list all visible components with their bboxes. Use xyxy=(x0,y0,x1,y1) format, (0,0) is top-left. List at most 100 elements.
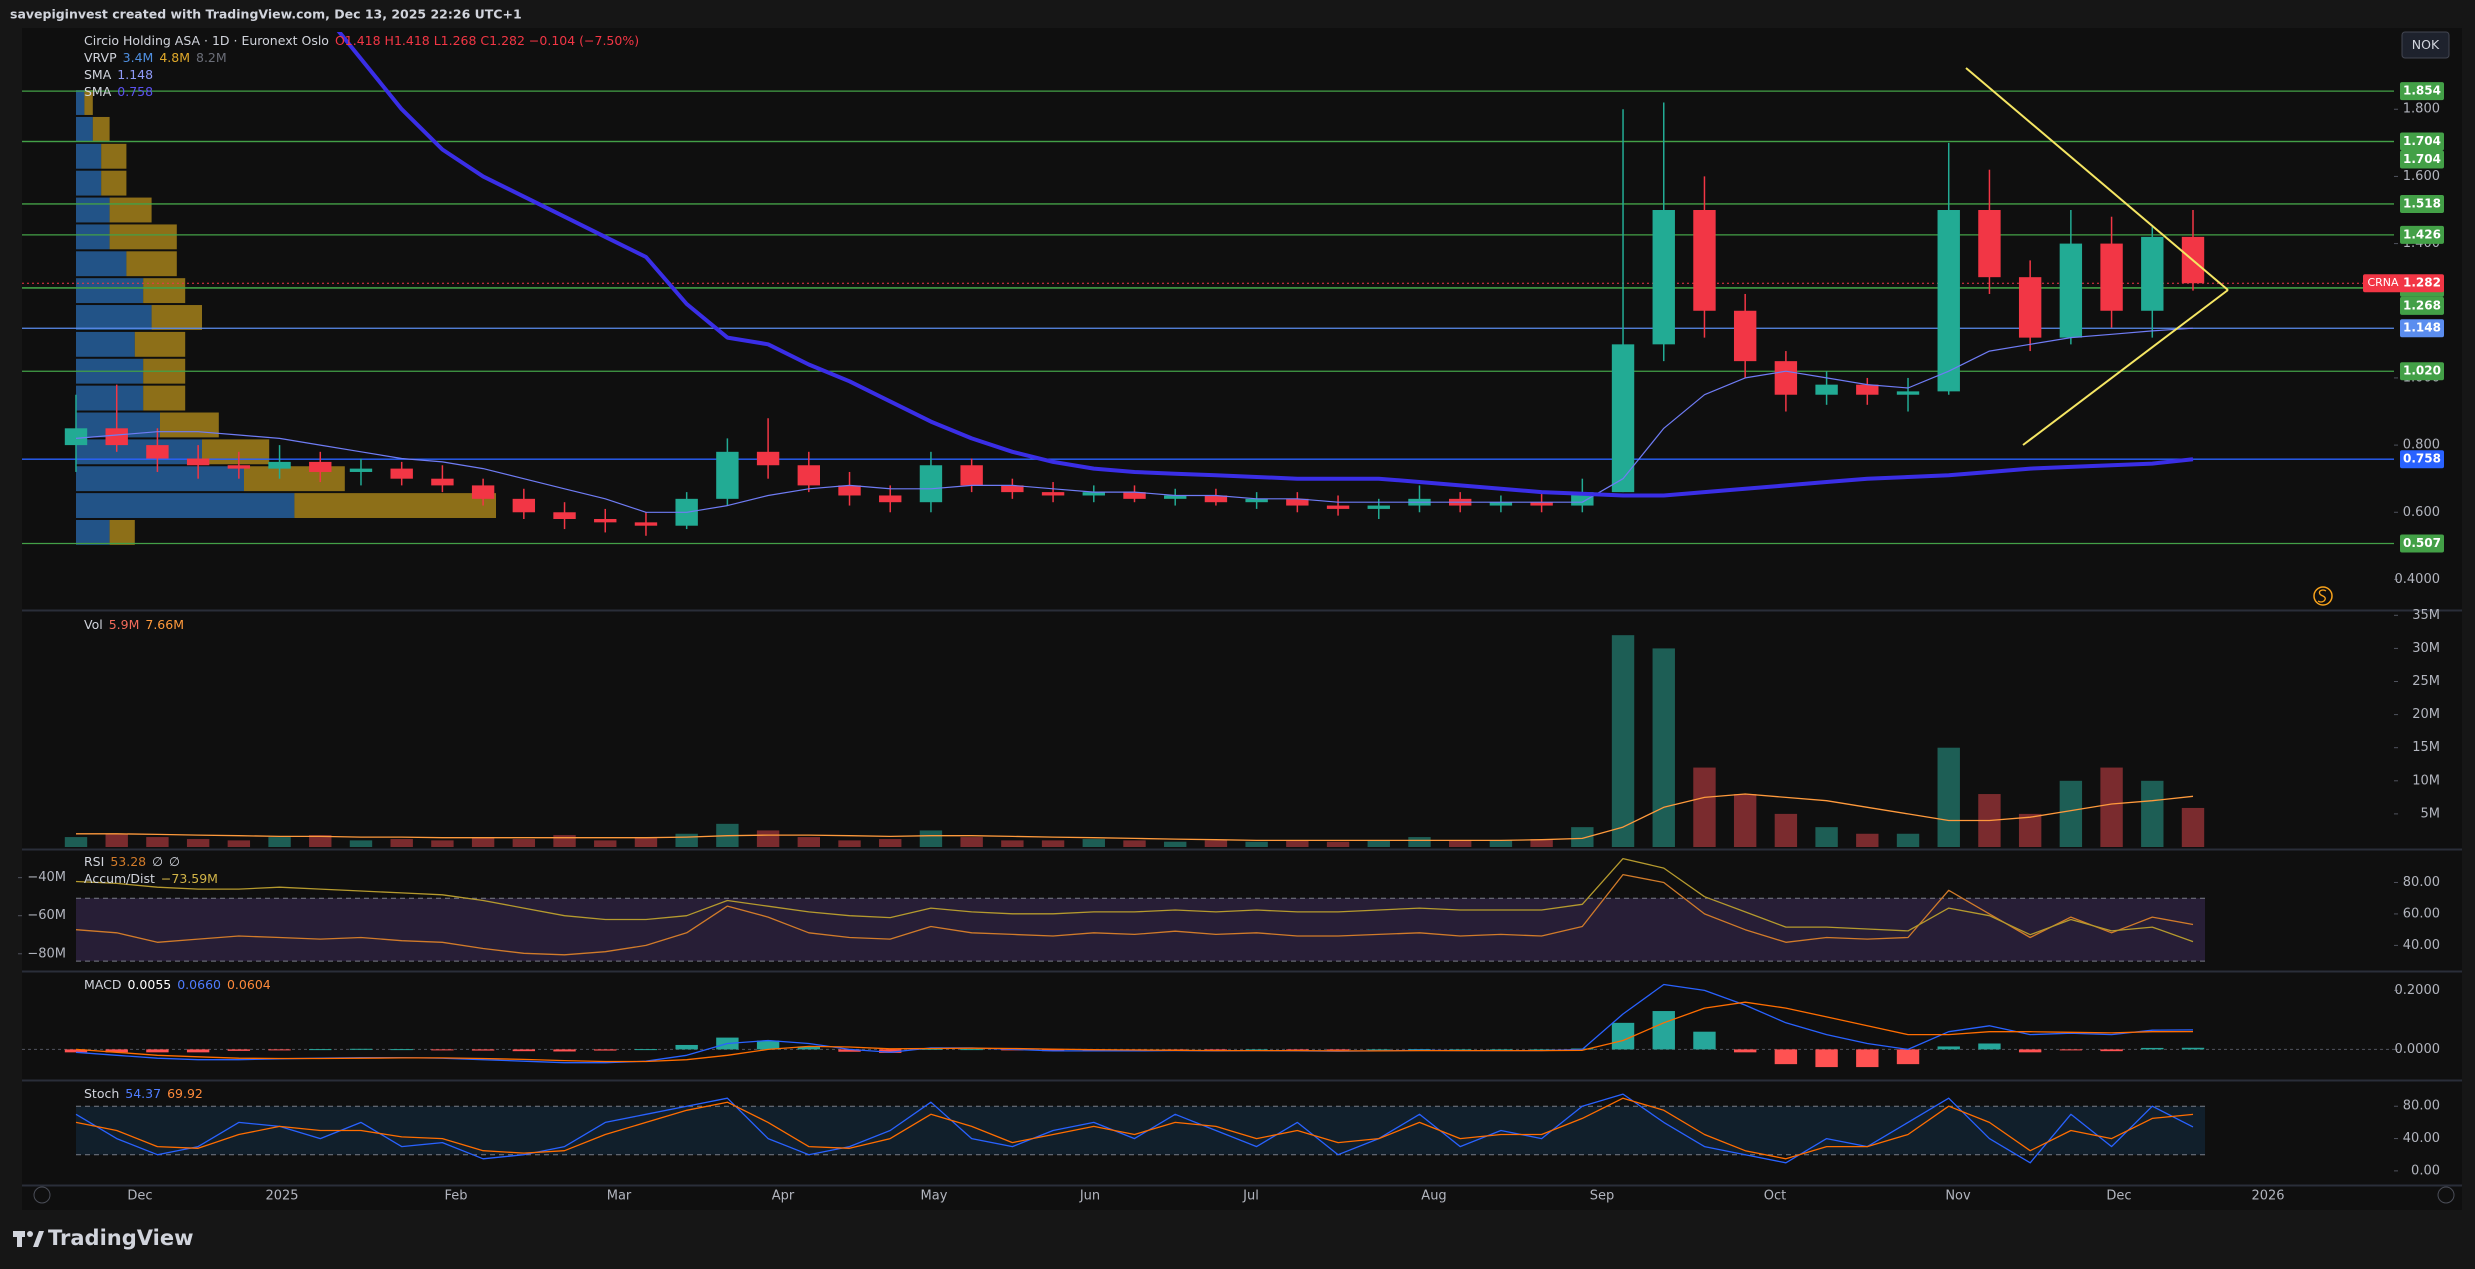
macd-histogram-bar xyxy=(2059,1049,2083,1051)
x-tick-label: May xyxy=(921,1189,948,1204)
volume-profile-up xyxy=(76,170,102,196)
symbol-title: Circio Holding ASA · 1D · Euronext Oslo xyxy=(84,33,329,48)
volume-legend: Vol 5.9M 7.66M xyxy=(84,616,190,633)
indicator-value: ∅ xyxy=(169,854,180,869)
band xyxy=(76,898,2205,962)
macd-histogram-bar xyxy=(1367,1049,1390,1051)
volume-bar xyxy=(1856,833,1879,847)
y-tick-label: −40M xyxy=(27,870,66,885)
volume-profile-down xyxy=(84,90,93,115)
zoom-icon[interactable] xyxy=(33,1186,51,1204)
volume-bar xyxy=(227,840,251,847)
candle-body xyxy=(1896,391,1920,395)
y-tick-label: 20M xyxy=(2412,707,2440,722)
candle-body xyxy=(1001,485,1024,493)
indicator-name: MACD xyxy=(84,977,122,992)
macd-histogram-bar xyxy=(2181,1047,2205,1050)
volume-profile-up xyxy=(76,116,93,142)
auto-scale-icon[interactable] xyxy=(2437,1186,2455,1204)
price-badge xyxy=(2400,450,2444,469)
price-badge-label: 0.507 xyxy=(2403,536,2441,550)
rsi-legend: RSI 53.28 ∅ ∅ Accum/Dist −73.59M xyxy=(84,853,224,887)
price-badge xyxy=(2400,150,2444,169)
macd-histogram-bar xyxy=(634,1049,658,1051)
indicator-value: 0.758 xyxy=(117,84,154,99)
volume-bar xyxy=(390,839,413,847)
brand-logo xyxy=(13,1231,44,1247)
candle-body xyxy=(227,465,251,469)
indicator-value: 5.9M xyxy=(108,617,140,632)
macd-histogram-bar xyxy=(390,1049,413,1051)
indicator-value: 0.0604 xyxy=(226,977,271,992)
indicator-value: 69.92 xyxy=(167,1086,203,1101)
price-badge xyxy=(2400,132,2444,151)
volume-profile-down xyxy=(126,251,177,277)
macd-histogram-bar xyxy=(838,1049,861,1052)
candle-body xyxy=(268,461,291,469)
volume-bar xyxy=(186,839,210,847)
volume-bar xyxy=(1408,837,1431,847)
volume-profile-up xyxy=(76,143,102,169)
legend-row: SMA 0.758 xyxy=(84,83,645,100)
volume-bar xyxy=(1896,833,1920,847)
candle-body xyxy=(1367,505,1390,509)
volume-profile-down xyxy=(151,305,202,330)
volume-bar xyxy=(431,840,454,847)
indicator-name: SMA xyxy=(84,67,112,82)
y-tick-label: 10M xyxy=(2412,773,2440,788)
indicator-value: 8.2M xyxy=(196,50,227,65)
candle-body xyxy=(1041,492,1065,496)
currency-label[interactable]: NOK xyxy=(2412,37,2440,52)
y-tick-label: 1.600 xyxy=(2403,169,2440,184)
candle-body xyxy=(594,518,617,523)
y-tick-label: 0.4000 xyxy=(2395,572,2441,587)
candle-body xyxy=(1937,210,1960,392)
candle-body xyxy=(431,478,454,486)
volume-profile-up xyxy=(76,224,110,250)
volume-profile-up xyxy=(76,493,295,518)
candle-body xyxy=(2100,243,2123,311)
candle-body xyxy=(512,498,536,513)
candle-body xyxy=(1204,495,1228,503)
candle-body xyxy=(471,485,495,499)
volume-profile-up xyxy=(76,439,202,465)
indicator-name: VRVP xyxy=(84,50,117,65)
candle-body xyxy=(1530,502,1553,506)
candle-body xyxy=(1489,502,1513,506)
volume-profile-down xyxy=(109,519,135,545)
volume-bar xyxy=(512,839,536,847)
macd-histogram-bar xyxy=(1204,1049,1228,1051)
x-tick-label: Apr xyxy=(772,1189,795,1204)
volume-bar xyxy=(960,837,983,847)
currency-button[interactable] xyxy=(2401,31,2450,59)
macd-histogram-bar xyxy=(1408,1049,1431,1051)
macd-histogram-bar xyxy=(349,1048,373,1050)
trendline-triangle xyxy=(1965,67,2229,446)
candle-body xyxy=(960,465,983,486)
candle-body xyxy=(186,458,210,466)
macd-histogram-bar xyxy=(1611,1022,1635,1050)
main-plot xyxy=(22,32,2394,545)
volume-profile-up xyxy=(76,466,244,492)
x-tick-label: Jun xyxy=(1079,1189,1100,1204)
dividend-icon[interactable] xyxy=(2313,586,2333,606)
volume-profile-down xyxy=(101,143,127,169)
series-line xyxy=(75,1001,2194,1063)
volume-profile-down xyxy=(202,439,270,465)
y-tick-label: 0.600 xyxy=(2403,505,2440,520)
macd-histogram-bar xyxy=(105,1049,128,1053)
volume-bar xyxy=(105,833,128,847)
volume-profile-down xyxy=(109,224,177,250)
y-tick-label: 0.00 xyxy=(2411,1163,2440,1178)
brand-name: TradingView xyxy=(48,1226,193,1250)
volume-bar xyxy=(1286,840,1309,847)
volume-bar xyxy=(919,830,943,847)
candle-body xyxy=(879,495,902,503)
macd-histogram-bar xyxy=(1815,1049,1838,1068)
volume-bar xyxy=(797,837,821,847)
price-badge-label: 1.518 xyxy=(2403,196,2441,210)
y-tick-label: 1.800 xyxy=(2403,102,2440,117)
x-tick-label: Nov xyxy=(1945,1189,1971,1204)
candle-body xyxy=(2141,236,2164,311)
